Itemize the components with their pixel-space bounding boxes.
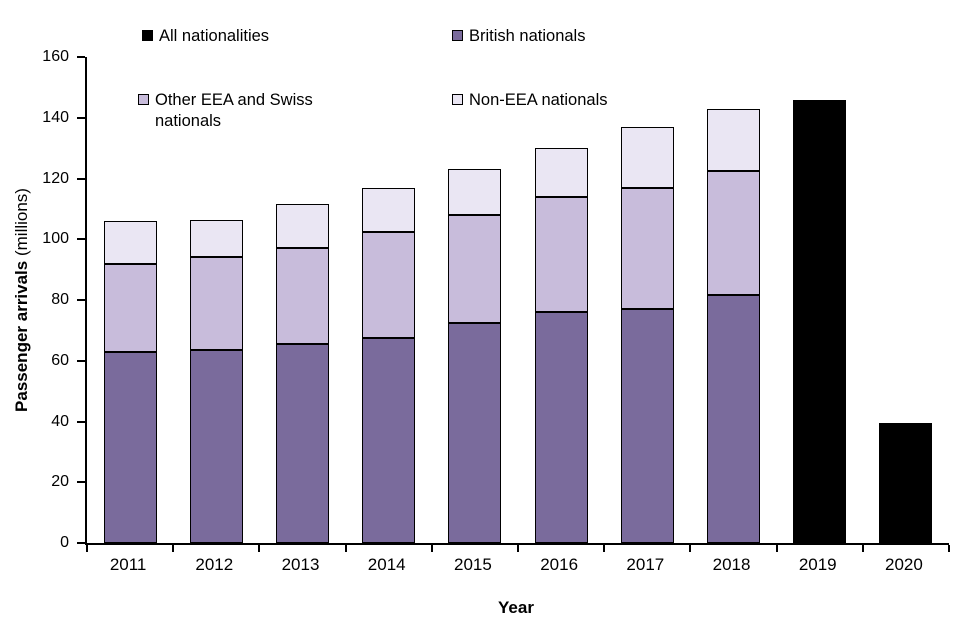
y-tick-mark: [77, 481, 85, 484]
y-tick-label: 60: [51, 351, 69, 369]
y-tick-label: 40: [51, 412, 69, 430]
x-tick-label: 2012: [195, 555, 234, 574]
x-tick-label: 2018: [712, 555, 751, 574]
x-axis-labels: 2011 2012 2013 2014 2015 2016 2017 2018 2019 2020: [85, 555, 947, 575]
bar-segment-other-eea-and-swiss-nationals: [707, 170, 761, 296]
bar-segment-british-nationals: [534, 312, 588, 543]
legend-item-all-nationalities: All nationalities: [142, 26, 269, 47]
bar-segment-non-eea-nationals: [707, 108, 761, 171]
legend-item-british-nationals: British nationals: [452, 26, 585, 47]
bars: [87, 57, 949, 543]
y-tick-mark: [77, 359, 85, 362]
bar-segment-other-eea-and-swiss-nationals: [189, 257, 243, 351]
bar-column-2016: [518, 57, 604, 543]
bar-column-2014: [346, 57, 432, 543]
y-tick-label: 140: [42, 108, 69, 126]
x-tick-label: 2014: [367, 555, 406, 574]
bar-column-2015: [432, 57, 518, 543]
y-tick-label: 20: [51, 473, 69, 491]
legend-swatch: [452, 30, 463, 41]
bar-segment-non-eea-nationals: [103, 221, 157, 264]
y-tick-mark: [77, 177, 85, 180]
bar-segment-british-nationals: [707, 295, 761, 543]
y-tick-mark: [77, 116, 85, 119]
legend-label: All nationalities: [159, 27, 270, 45]
x-axis-ticks: [86, 545, 950, 552]
bar-column-2018: [690, 57, 776, 543]
y-axis-ticks: 0 20 40 60 80 100 120 140 160: [0, 48, 85, 551]
y-tick-label: 100: [42, 230, 69, 248]
x-tick-mark: [172, 545, 175, 552]
bar-segment-non-eea-nationals: [448, 169, 502, 215]
bar-segment-non-eea-nationals: [189, 219, 243, 258]
bar-column-2013: [259, 57, 345, 543]
bar-segment-british-nationals: [362, 337, 416, 543]
y-tick-mark: [77, 420, 85, 423]
x-tick-mark: [861, 545, 864, 552]
y-tick-label: 0: [60, 534, 69, 551]
y-tick-mark: [77, 238, 85, 241]
bar-segment-british-nationals: [276, 344, 329, 543]
x-tick-mark: [603, 545, 606, 552]
y-tick-mark: [77, 56, 85, 58]
bar-segment-other-eea-and-swiss-nationals: [276, 248, 329, 345]
y-tick-label: 120: [42, 169, 69, 187]
bar-segment-other-eea-and-swiss-nationals: [534, 196, 588, 313]
bar-segment-non-eea-nationals: [362, 187, 416, 232]
x-tick-label: 2011: [109, 555, 147, 574]
bar-segment-other-eea-and-swiss-nationals: [620, 187, 674, 310]
x-tick-mark: [344, 545, 347, 552]
bar-column-2020: [863, 57, 949, 543]
bar-column-2017: [604, 57, 690, 543]
y-tick-label: 160: [42, 48, 69, 65]
x-tick-mark: [86, 545, 88, 552]
legend-label: British nationals: [469, 27, 586, 45]
x-tick-label: 2019: [798, 555, 837, 574]
bar-segment-other-eea-and-swiss-nationals: [103, 263, 157, 352]
bar-segment-british-nationals: [103, 351, 157, 543]
bar-segment-non-eea-nationals: [276, 204, 329, 249]
bar-segment-non-eea-nationals: [534, 148, 588, 197]
x-tick-label: 2017: [626, 555, 665, 574]
x-tick-mark: [517, 545, 519, 552]
x-tick-mark: [430, 545, 433, 552]
y-tick-mark: [77, 542, 85, 544]
bar-column-2012: [173, 57, 259, 543]
bar-segment-other-eea-and-swiss-nationals: [362, 231, 416, 338]
bar-segment-all-nationalities: [793, 99, 847, 543]
x-tick-mark: [689, 545, 692, 552]
bar-column-2019: [777, 57, 863, 543]
bar-segment-non-eea-nationals: [620, 126, 674, 188]
x-tick-mark: [948, 545, 950, 552]
bar-segment-british-nationals: [448, 322, 502, 543]
bar-column-2011: [87, 57, 173, 543]
bar-segment-other-eea-and-swiss-nationals: [448, 214, 502, 323]
x-tick-mark: [258, 545, 261, 552]
x-tick-label: 2015: [454, 555, 492, 574]
x-tick-mark: [775, 545, 778, 552]
x-axis-title: Year: [498, 598, 534, 617]
x-tick-label: 2020: [885, 555, 923, 574]
x-tick-label: 2016: [540, 555, 579, 574]
plot-area: [85, 57, 950, 552]
bar-segment-all-nationalities: [879, 423, 933, 543]
y-tick-label: 80: [51, 291, 69, 308]
y-tick-mark: [77, 299, 85, 301]
bar-segment-british-nationals: [189, 350, 243, 543]
bar-segment-british-nationals: [620, 309, 674, 543]
x-tick-label: 2013: [281, 555, 320, 574]
legend-swatch: [142, 30, 153, 41]
